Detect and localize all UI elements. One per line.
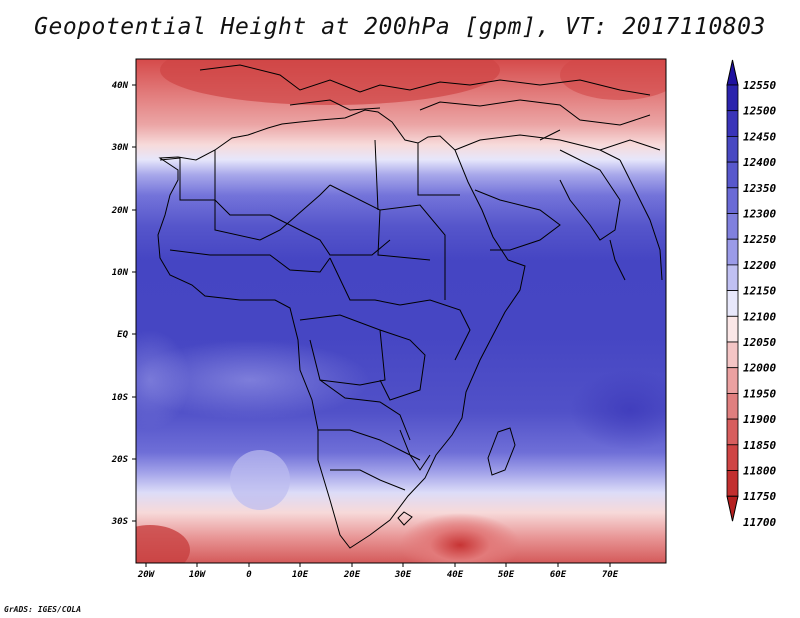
colorbar-swatch: [726, 470, 739, 497]
country-borders: [157, 64, 663, 549]
chart-title: Geopotential Height at 200hPa [gpm], VT:…: [34, 14, 766, 40]
colorbar-label: 11700: [743, 516, 776, 529]
colorbar-label: 12350: [743, 182, 776, 195]
colorbar-label: 12450: [743, 130, 776, 143]
colorbar-swatch: [726, 213, 739, 240]
colorbar-swatch: [726, 264, 739, 291]
lon-tick-label: 70E: [602, 570, 619, 580]
lon-tick-label: 60E: [550, 570, 567, 580]
map-figure: 40N 30N 20N 10N EQ 10S 20S 30S 20W 10W 0…: [111, 58, 776, 580]
colorbar-label: 12250: [743, 233, 776, 246]
colorbar-swatch: [726, 418, 739, 446]
lat-tick-label: 20S: [111, 455, 129, 465]
colorbar-arrow-bottom: [726, 495, 739, 522]
lat-tick-label: 30N: [111, 143, 129, 153]
colorbar-label: 12000: [743, 362, 776, 375]
colorbar-swatch: [726, 187, 739, 214]
lon-tick-labels: 20W 10W 0 10E 20E 30E 40E 50E 60E 70E: [137, 570, 619, 580]
colorbar-swatch: [726, 315, 739, 343]
colorbar-swatch: [726, 238, 739, 266]
colorbar-arrow-top: [726, 59, 739, 86]
colorbar-label: 11750: [743, 490, 776, 503]
lon-tick-label: 10E: [292, 570, 309, 580]
lon-tick-label: 10W: [189, 570, 207, 580]
colorbar-label: 12150: [743, 285, 776, 298]
lon-tick-label: 50E: [498, 570, 515, 580]
lon-tick-label: 20E: [343, 570, 361, 580]
colorbar-label: 12200: [743, 259, 776, 272]
map-frame: [132, 58, 667, 567]
colorbar-swatch: [726, 290, 739, 317]
colorbar-label: 11900: [743, 413, 776, 426]
lat-tick-labels: 40N 30N 20N 10N EQ 10S 20S 30S: [111, 81, 129, 527]
colorbar-swatch: [726, 444, 739, 471]
colorbar-label: 12100: [743, 310, 776, 323]
colorbar-label: 11850: [743, 439, 776, 452]
lon-tick-label: 20W: [137, 570, 156, 580]
colorbar-swatch: [726, 161, 739, 189]
colorbar-swatch: [726, 367, 739, 394]
lat-tick-label: 20N: [111, 206, 129, 216]
lon-tick-label: 0: [246, 570, 252, 580]
footer-credit: GrADS: IGES/COLA: [4, 605, 82, 614]
colorbar-label: 11800: [743, 465, 776, 478]
colorbar-label: 11950: [743, 387, 776, 400]
colorbar-swatch: [726, 341, 739, 369]
colorbar: 12550 12500 12450 12400 12350 12300 12250 12200…: [726, 59, 776, 529]
height-field: [136, 59, 666, 563]
colorbar-swatch: [726, 110, 739, 137]
colorbar-swatch: [726, 84, 739, 112]
colorbar-label: 12050: [743, 336, 776, 349]
colorbar-swatch: [726, 392, 739, 420]
lat-tick-label: 40N: [112, 81, 129, 91]
lat-tick-label: 30S: [111, 517, 129, 527]
lon-tick-label: 40E: [447, 570, 464, 580]
colorbar-label: 12550: [743, 79, 776, 92]
lat-tick-label: 10N: [112, 268, 129, 278]
lat-tick-label: 10S: [112, 393, 129, 403]
lat-tick-label: EQ: [117, 330, 128, 340]
colorbar-swatch: [726, 135, 739, 163]
colorbar-label: 12500: [743, 105, 776, 118]
lon-tick-label: 30E: [394, 570, 412, 580]
colorbar-label: 12400: [743, 156, 776, 169]
colorbar-label: 12300: [743, 208, 776, 221]
